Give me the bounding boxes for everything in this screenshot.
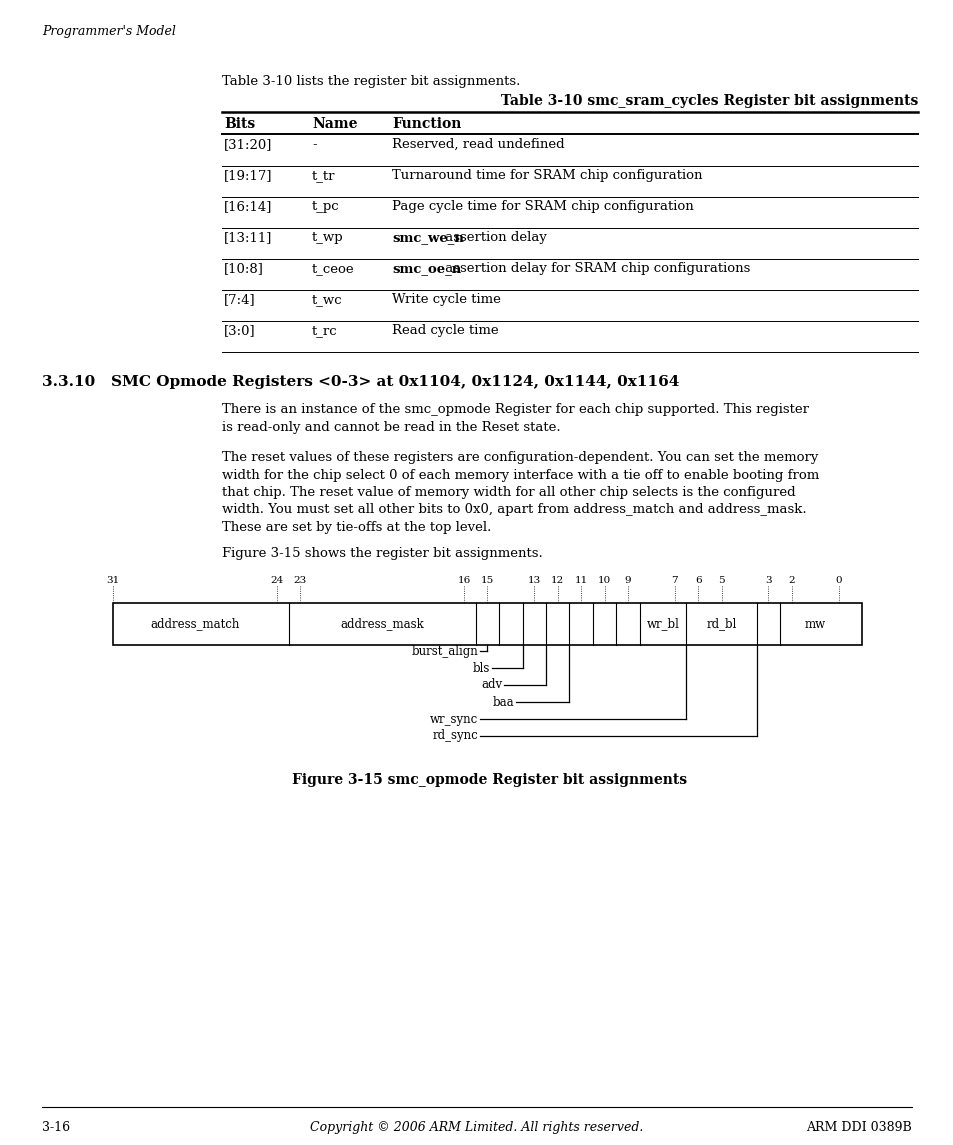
Text: [19:17]: [19:17] [224,169,273,182]
Text: [3:0]: [3:0] [224,324,255,337]
Bar [112,603,862,645]
Text: t_tr: t_tr [312,169,335,182]
Text: t_wc: t_wc [312,293,342,306]
Text: Write cycle time: Write cycle time [392,293,500,306]
Text: 24: 24 [270,576,283,585]
Text: 7: 7 [671,576,678,585]
Text: 11: 11 [574,576,587,585]
Text: adv: adv [481,679,502,692]
Text: t_wp: t_wp [312,231,343,244]
Text: baa: baa [493,695,514,709]
Text: 10: 10 [598,576,611,585]
Text: 2: 2 [787,576,794,585]
Text: smc_oe_n: smc_oe_n [392,262,460,275]
Text: assertion delay for SRAM chip configurations: assertion delay for SRAM chip configurat… [440,262,750,275]
Text: Function: Function [392,117,461,131]
Text: Figure 3-15 smc_opmode Register bit assignments: Figure 3-15 smc_opmode Register bit assi… [293,773,687,787]
Text: Copyright © 2006 ARM Limited. All rights reserved.: Copyright © 2006 ARM Limited. All rights… [310,1121,643,1134]
Text: 15: 15 [480,576,494,585]
Text: Reserved, read undefined: Reserved, read undefined [392,139,564,151]
Text: wr_bl: wr_bl [646,617,679,631]
Text: [31:20]: [31:20] [224,139,273,151]
Text: Read cycle time: Read cycle time [392,324,498,337]
Text: 3.3.10   SMC Opmode Registers <0-3> at 0x1104, 0x1124, 0x1144, 0x1164: 3.3.10 SMC Opmode Registers <0-3> at 0x1… [42,376,679,389]
Text: assertion delay: assertion delay [440,231,546,244]
Text: mw: mw [803,617,825,631]
Text: 0: 0 [835,576,841,585]
Text: bls: bls [473,662,490,674]
Text: [7:4]: [7:4] [224,293,255,306]
Text: wr_sync: wr_sync [430,712,478,726]
Text: 3: 3 [764,576,771,585]
Text: address_mask: address_mask [340,617,423,631]
Text: [10:8]: [10:8] [224,262,264,275]
Text: rd_sync: rd_sync [433,729,478,742]
Text: Turnaround time for SRAM chip configuration: Turnaround time for SRAM chip configurat… [392,169,701,182]
Text: Table 3-10 lists the register bit assignments.: Table 3-10 lists the register bit assign… [222,76,519,88]
Text: -: - [312,139,316,151]
Text: t_pc: t_pc [312,200,339,213]
Text: 12: 12 [551,576,564,585]
Text: 9: 9 [624,576,631,585]
Text: 16: 16 [457,576,470,585]
Text: address_match: address_match [150,617,239,631]
Text: 23: 23 [294,576,307,585]
Text: smc_we_n: smc_we_n [392,231,463,244]
Text: 13: 13 [527,576,540,585]
Text: There is an instance of the smc_opmode Register for each chip supported. This re: There is an instance of the smc_opmode R… [222,403,808,434]
Text: Name: Name [312,117,357,131]
Text: 6: 6 [694,576,700,585]
Text: 3-16: 3-16 [42,1121,71,1134]
Text: 31: 31 [107,576,119,585]
Text: t_rc: t_rc [312,324,337,337]
Text: t_ceoe: t_ceoe [312,262,355,275]
Text: The reset values of these registers are configuration-dependent. You can set the: The reset values of these registers are … [222,451,819,534]
Text: [13:11]: [13:11] [224,231,273,244]
Text: rd_bl: rd_bl [705,617,736,631]
Text: burst_align: burst_align [412,645,478,657]
Text: ARM DDI 0389B: ARM DDI 0389B [805,1121,911,1134]
Text: Bits: Bits [224,117,255,131]
Text: 5: 5 [718,576,724,585]
Text: [16:14]: [16:14] [224,200,273,213]
Text: Page cycle time for SRAM chip configuration: Page cycle time for SRAM chip configurat… [392,200,693,213]
Text: Figure 3-15 shows the register bit assignments.: Figure 3-15 shows the register bit assig… [222,547,542,560]
Text: Programmer's Model: Programmer's Model [42,25,175,38]
Text: Table 3-10 smc_sram_cycles Register bit assignments: Table 3-10 smc_sram_cycles Register bit … [500,94,917,108]
